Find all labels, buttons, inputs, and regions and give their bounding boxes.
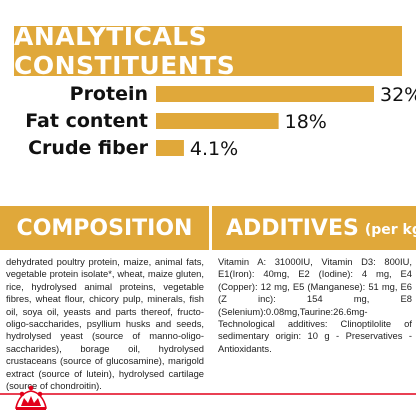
additives-text: Vitamin A: 31000IU, Vitamin D3: 800IU, E… bbox=[218, 256, 412, 354]
bar bbox=[156, 140, 184, 156]
brand-footer bbox=[0, 385, 416, 410]
composition-text: dehydrated poultry protein, maize, anima… bbox=[6, 256, 204, 392]
composition-title: COMPOSITION bbox=[16, 215, 193, 241]
additives-banner: ADDITIVES (per kg) bbox=[212, 206, 416, 250]
analytical-constituents-title: ANALYTICALS CONSTITUENTS bbox=[14, 22, 236, 80]
value-label: 4.1% bbox=[190, 138, 238, 160]
composition-banner: COMPOSITION bbox=[0, 206, 209, 250]
value-label: 32% bbox=[380, 84, 416, 106]
bar bbox=[156, 113, 279, 129]
constituents-bar-chart: Protein 32% Fat content 18% Crude fiber 4.1% bbox=[25, 83, 416, 160]
royal-canin-crown-icon bbox=[15, 385, 47, 410]
bar bbox=[156, 86, 374, 102]
category-label: Protein bbox=[70, 83, 148, 105]
value-label: 18% bbox=[285, 111, 327, 133]
additives-unit: (per kg) bbox=[364, 222, 416, 238]
category-label: Fat content bbox=[25, 110, 148, 132]
additives-title: ADDITIVES bbox=[226, 215, 359, 241]
analytical-constituents-banner: ANALYTICALS CONSTITUENTS bbox=[14, 22, 402, 80]
category-label: Crude fiber bbox=[28, 137, 149, 159]
